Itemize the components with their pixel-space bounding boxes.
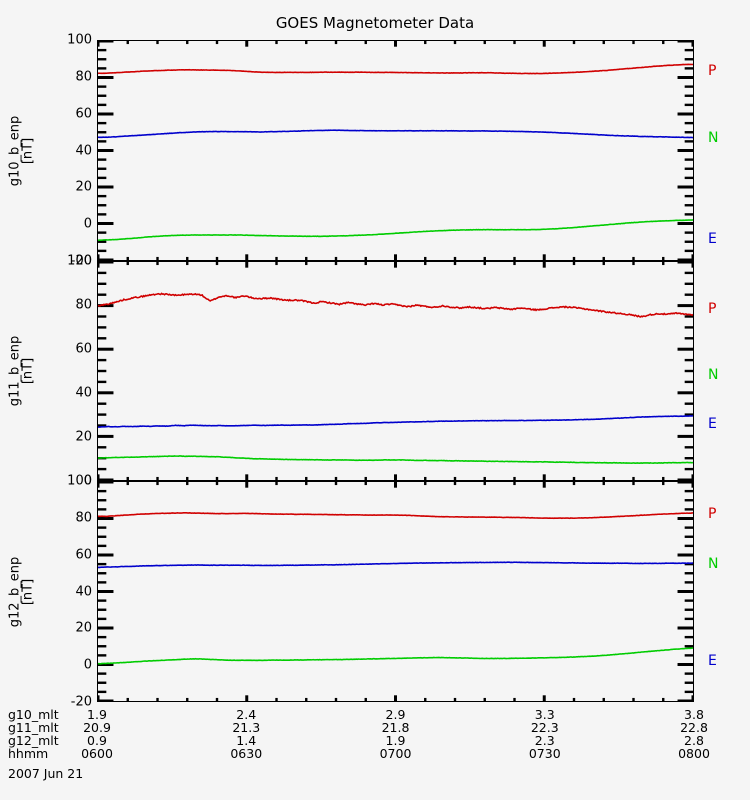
series-line-g10-E [98,220,693,240]
y-axis-label-unit-g11: [nT] [20,357,36,385]
x-annotation-value-g10_mlt-2: 2.9 [385,707,406,722]
x-annotation-value-g11_mlt-4: 22.8 [680,720,708,735]
series-line-g11-E [98,456,693,463]
legend-label-g10-E: E [708,230,717,247]
legend-label-g12-N: N [708,555,719,572]
x-annotation-row-name-g11_mlt: g11_mlt [8,720,59,735]
y-tick-label-g12-6: -20 [70,694,92,710]
x-annotation-value-hhmm-3: 0730 [528,746,561,761]
y-tick-label-g11-1: 80 [75,297,92,313]
legend-label-g12-E: E [708,653,717,670]
y-tick-label-g11-2: 60 [75,341,92,357]
y-axis-label-unit-g10: [nT] [20,137,36,164]
y-tick-label-g10-4: 20 [75,179,92,195]
x-annotation-value-g11_mlt-3: 22.3 [530,720,559,735]
x-annotation-value-g12_mlt-4: 2.8 [684,733,704,748]
x-annotation-value-g12_mlt-3: 2.3 [534,733,555,748]
x-annotation-value-hhmm-2: 0700 [379,746,412,761]
y-axis-label-unit-g12: [nT] [20,578,36,605]
plot-panel-g12 [97,481,694,702]
x-annotation-value-g10_mlt-3: 3.3 [534,707,555,722]
x-axis-annotation-block: 2007 Jun 21 g10_mlt 1.9 2.4 2.9 3.3 3.8 g11_ml… [0,707,750,781]
y-tick-label-g12-4: 20 [75,620,92,636]
x-annotation-row-name-hhmm: hhmm [8,746,49,761]
y-tick-label-g12-2: 60 [75,547,92,563]
x-annotation-row-g12_mlt: g12_mlt 0.9 1.4 1.9 2.3 2.8 [0,733,750,748]
x-annotation-row-hhmm: hhmm 0600 0630 0700 0730 0800 [0,746,750,761]
y-tick-label-g12-0: 100 [67,473,92,489]
y-tick-label-g10-3: 40 [75,143,92,158]
x-annotation-value-g10_mlt-0: 1.9 [87,707,107,722]
x-annotation-value-hhmm-4: 0800 [678,746,710,761]
x-annotation-value-g11_mlt-2: 21.8 [381,720,410,735]
legend-label-g12-P: P [708,506,717,523]
y-tick-label-g12-1: 80 [75,510,92,526]
page-title: GOES Magnetometer Data [275,14,475,32]
series-line-g10-P [98,64,693,73]
series-line-g11-P [98,293,693,317]
legend-label-g11-P: P [708,301,717,318]
series-line-g11-N [98,416,693,427]
x-annotation-value-hhmm-1: 0630 [230,746,263,761]
x-annotation-value-g10_mlt-4: 3.8 [684,707,704,722]
legend-label-g10-N: N [708,129,719,146]
legend-label-g11-E: E [708,415,717,432]
y-tick-label-g11-3: 40 [75,385,92,401]
series-line-g12-E [98,648,693,664]
y-tick-label-g12-3: 40 [75,584,92,599]
y-tick-label-g10-5: 0 [83,216,92,232]
plot-panel-g11 [97,261,694,481]
series-line-g10-N [98,130,693,138]
x-annotation-value-g12_mlt-0: 0.9 [87,733,107,748]
y-tick-label-g11-0: 100 [67,253,92,269]
x-annotation-value-g12_mlt-1: 1.4 [236,733,257,748]
series-line-g12-N [98,562,693,567]
y-tick-label-g10-0: 100 [67,32,92,48]
y-axis-label-g12: g12_b_enp [nT] [0,481,42,702]
panel-plot-area-g10 [98,41,693,260]
x-annotation-row-g10_mlt: g10_mlt 1.9 2.4 2.9 3.3 3.8 [0,707,750,722]
date-label: 2007 Jun 21 [8,766,84,781]
y-tick-label-g10-6: -20 [70,253,92,269]
legend-label-g10-P: P [708,63,717,80]
y-tick-label-g11-4: 20 [75,429,92,445]
y-axis-label-g10: g10_b_enp [nT] [0,40,42,261]
x-annotation-value-hhmm-0: 0600 [81,746,113,761]
plot-panel-g10 [97,40,694,261]
legend-label-g11-N: N [708,367,719,384]
series-line-g12-P [98,513,693,519]
panel-plot-area-g12 [98,482,693,701]
x-annotation-row-g11_mlt: g11_mlt 20.9 21.3 21.8 22.3 22.8 [0,720,750,735]
x-annotation-value-g10_mlt-1: 2.4 [236,707,257,722]
y-tick-label-g11-5: 0 [83,473,92,489]
panel-plot-area-g11 [98,262,693,480]
x-annotation-value-g11_mlt-0: 20.9 [83,720,111,735]
x-annotation-row-name-g12_mlt: g12_mlt [8,733,59,748]
y-tick-label-g12-5: 0 [83,657,92,673]
y-axis-label-g11: g11_b_enp [nT] [0,261,42,481]
x-annotation-value-g12_mlt-2: 1.9 [385,733,406,748]
x-annotation-row-name-g10_mlt: g10_mlt [8,707,59,722]
x-annotation-value-g11_mlt-1: 21.3 [232,720,261,735]
y-tick-label-g10-2: 60 [75,106,92,122]
y-tick-label-g10-1: 80 [75,69,92,85]
